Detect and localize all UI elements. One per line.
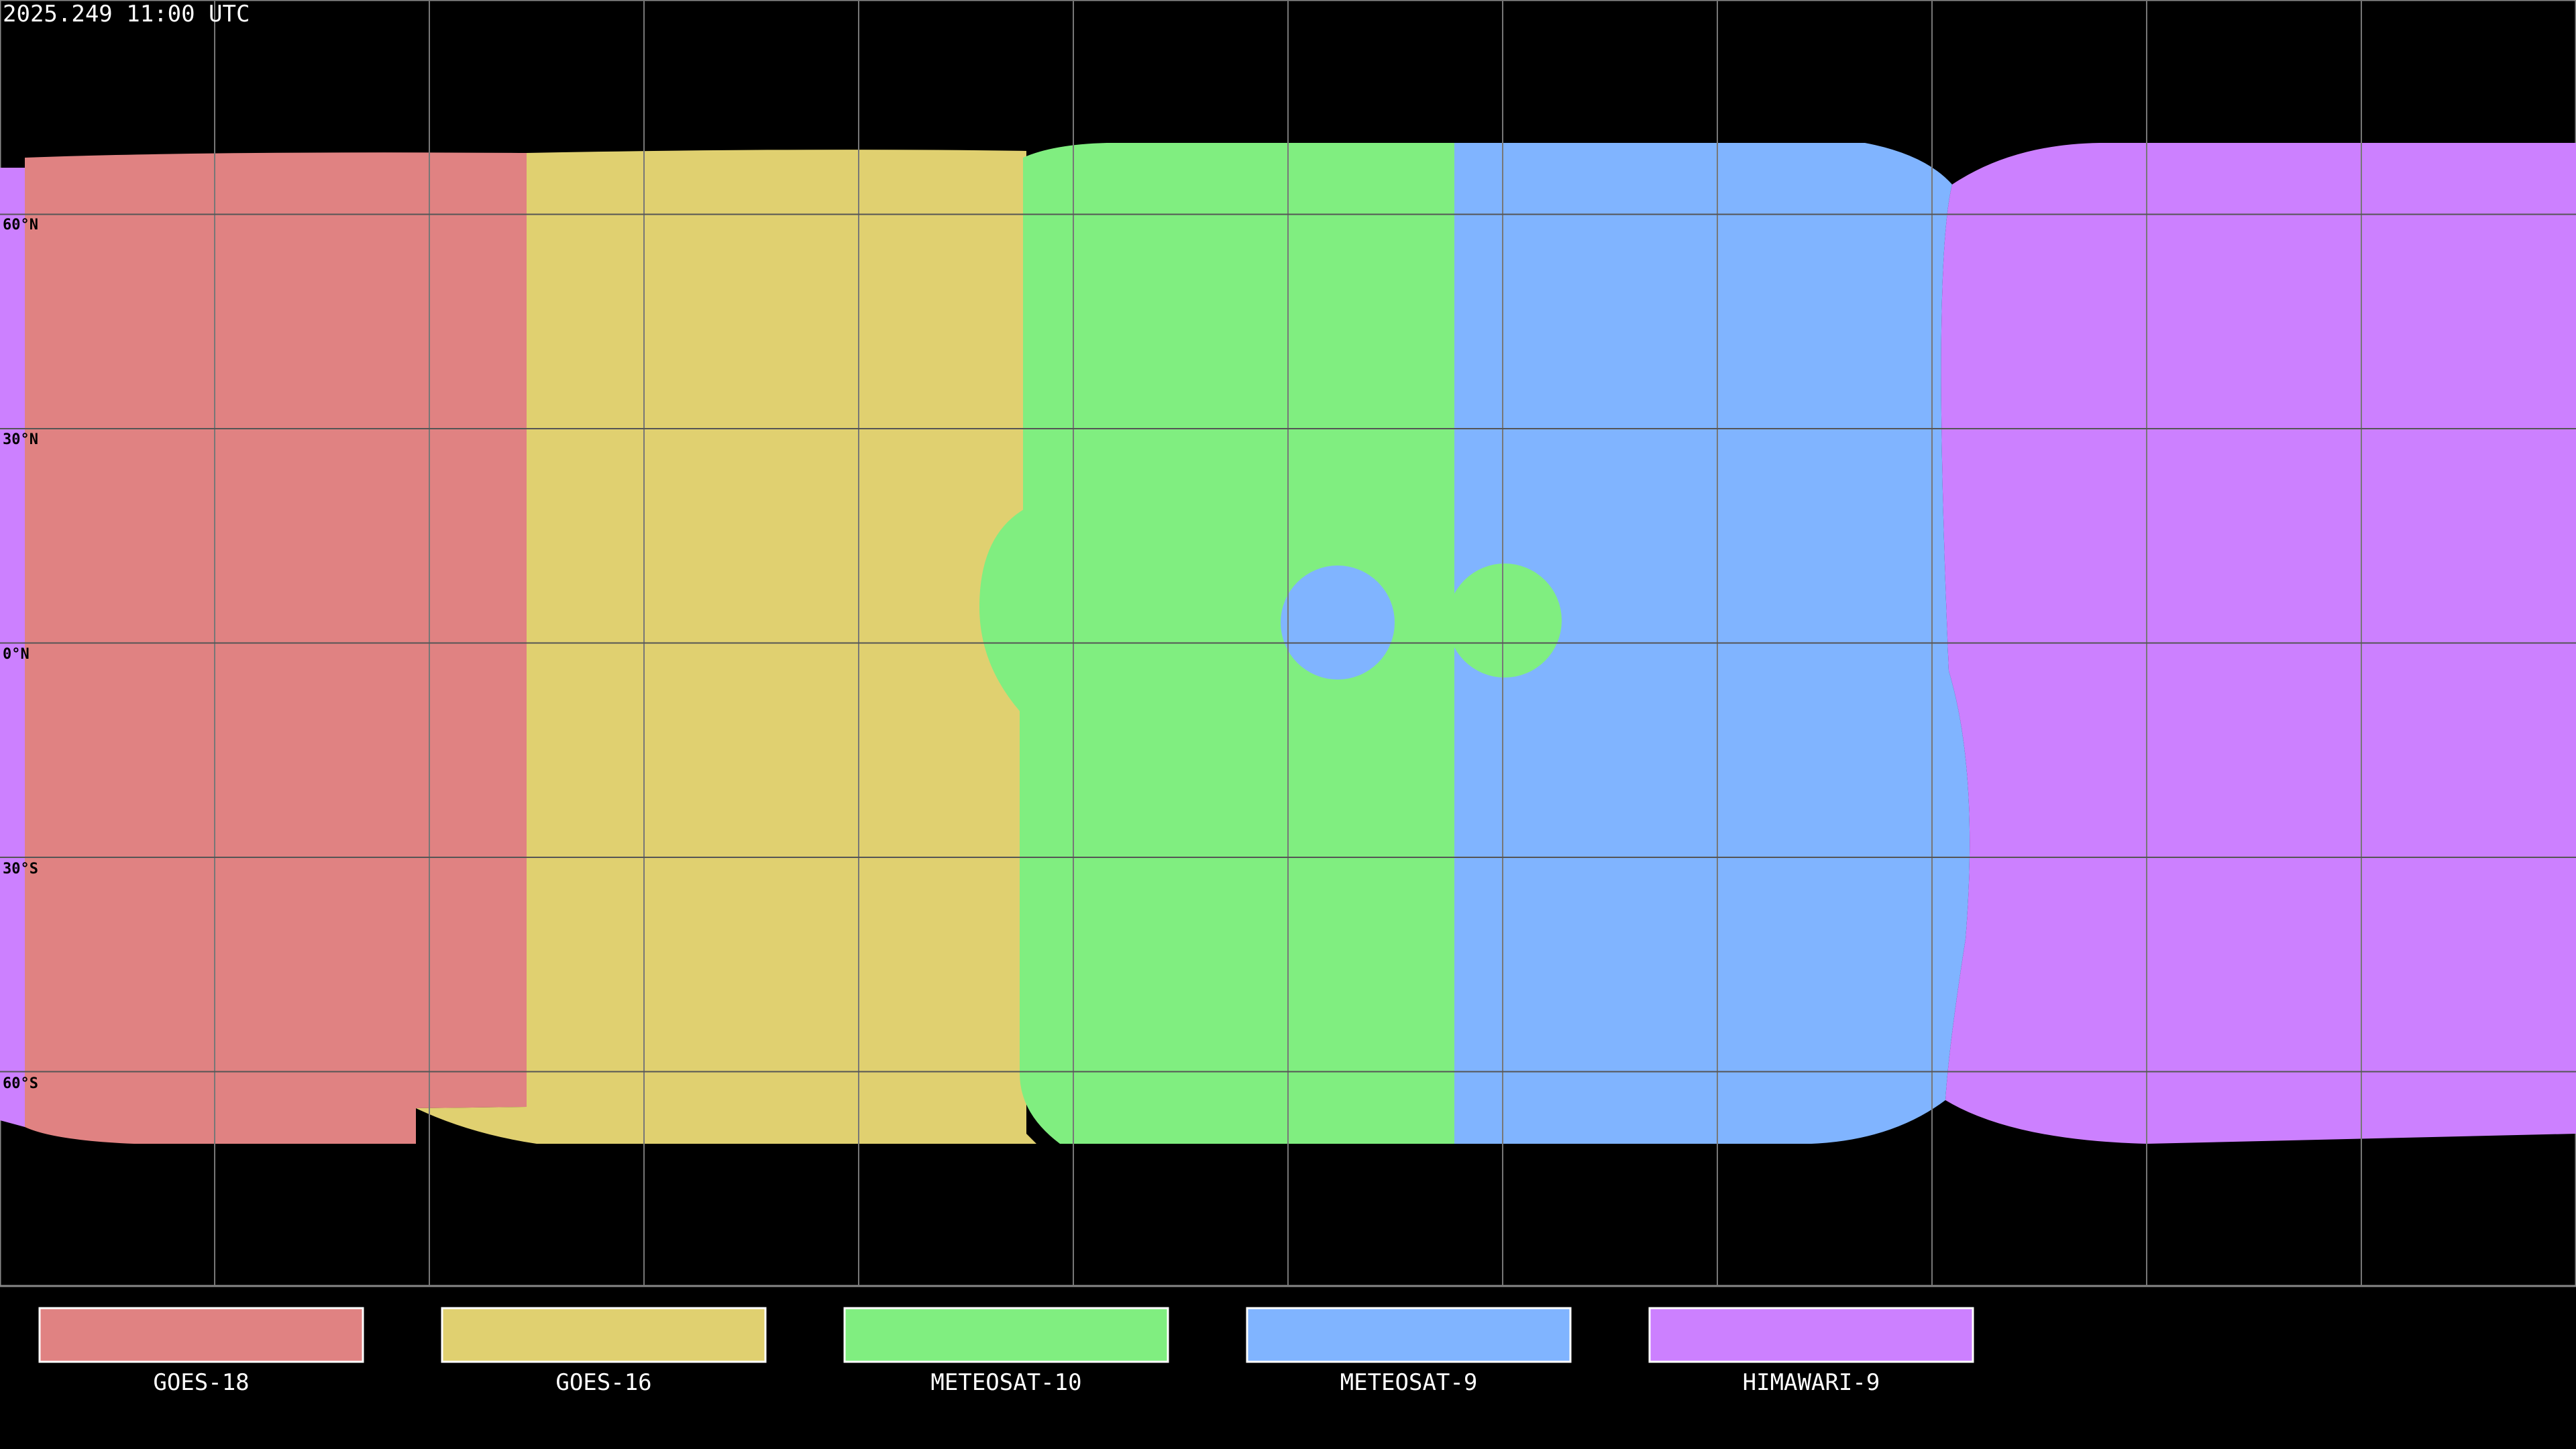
- legend-label-meteosat-10: METEOSAT-10: [930, 1369, 1081, 1396]
- legend: GOES-18 GOES-16 METEOSAT-10 METEOSAT-9 HIMAW…: [38, 1307, 1974, 1396]
- legend-label-goes-18: GOES-18: [153, 1369, 249, 1396]
- legend-label-goes-16: GOES-16: [555, 1369, 651, 1396]
- coverage-meteosat-10-patch: [1448, 564, 1562, 678]
- legend-swatch-meteosat-10: [843, 1307, 1169, 1363]
- legend-swatch-himawari-9: [1648, 1307, 1974, 1363]
- coverage-meteosat-9-patch: [1281, 566, 1395, 680]
- timestamp-title: 2025.249 11:00 UTC: [3, 1, 250, 28]
- lat-label-30s: 30°S: [3, 861, 38, 877]
- legend-swatch-goes-18: [38, 1307, 364, 1363]
- legend-label-meteosat-9: METEOSAT-9: [1340, 1369, 1478, 1396]
- lat-label-60s: 60°S: [3, 1075, 38, 1092]
- lat-label-30n: 30°N: [3, 431, 38, 448]
- coverage-himawari-9-wrap: [0, 168, 25, 1127]
- lat-label-60n: 60°N: [3, 217, 38, 233]
- legend-label-himawari-9: HIMAWARI-9: [1743, 1369, 1880, 1396]
- legend-swatch-meteosat-9: [1246, 1307, 1572, 1363]
- latitude-labels: 60°N 30°N 0°N 30°S 60°S: [3, 217, 38, 1092]
- lat-label-0n: 0°N: [3, 646, 30, 663]
- graticule: [0, 0, 2576, 1286]
- coverage-goes-16: [416, 150, 1036, 1144]
- legend-swatch-goes-16: [441, 1307, 767, 1363]
- coverage-goes-18: [25, 152, 527, 1144]
